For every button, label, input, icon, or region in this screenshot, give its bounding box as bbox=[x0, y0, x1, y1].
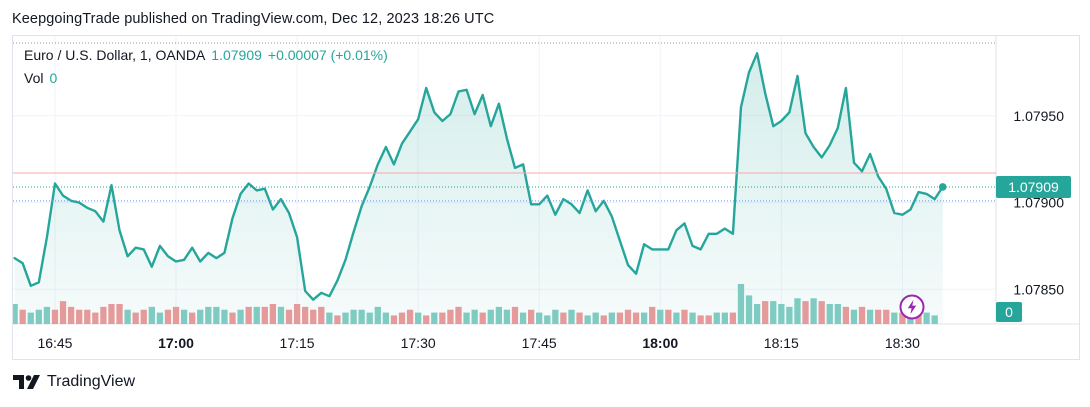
y-tick-label: 1.07900 bbox=[1013, 195, 1064, 211]
tradingview-logo[interactable]: TradingView bbox=[13, 373, 135, 391]
time-axis[interactable]: 16:45 17:00 17:15 17:30 17:45 18:00 18:15 18:30 bbox=[37, 335, 920, 351]
price-line bbox=[13, 52, 944, 301]
volume-badge bbox=[996, 302, 1022, 322]
tradingview-brand: TradingView bbox=[47, 373, 136, 390]
legend-price: 1.07909 bbox=[211, 47, 262, 63]
chart-frame bbox=[12, 35, 1080, 360]
last-price-badge bbox=[996, 175, 1071, 198]
x-tick-label: 18:30 bbox=[885, 335, 920, 351]
x-tick-label: 18:15 bbox=[764, 335, 799, 351]
last-price-badge-label: 1.07909 bbox=[1008, 179, 1059, 195]
legend-change: +0.00007 (+0.01%) bbox=[267, 47, 388, 63]
x-tick-label: 17:45 bbox=[522, 335, 557, 351]
symbol-legend[interactable]: Euro / U.S. Dollar, 1, OANDA 1.07909 +0.00… bbox=[24, 47, 388, 63]
price-axis-badges: 1.07909 0 bbox=[996, 175, 1071, 322]
last-price-dot bbox=[938, 183, 947, 191]
price-series bbox=[13, 52, 947, 324]
x-tick-label: 17:30 bbox=[401, 335, 436, 351]
volume-legend-value: 0 bbox=[49, 70, 58, 86]
reference-lines bbox=[13, 172, 996, 202]
tradingview-logo-icon bbox=[13, 375, 40, 389]
volume-badge-label: 0 bbox=[1005, 304, 1013, 320]
volume-legend-label[interactable]: Vol bbox=[24, 70, 44, 86]
volume-legend[interactable]: Vol 0 bbox=[24, 70, 57, 86]
y-tick-label: 1.07950 bbox=[1013, 108, 1064, 124]
lightning-bolt-icon[interactable] bbox=[899, 294, 925, 325]
price-axis[interactable]: 1.07950 1.07900 1.07850 bbox=[1013, 108, 1064, 297]
x-tick-label: 17:15 bbox=[280, 335, 315, 351]
symbol-name[interactable]: Euro / U.S. Dollar, 1, OANDA bbox=[24, 47, 206, 63]
x-tick-label: 18:00 bbox=[642, 335, 678, 351]
x-tick-label: 16:45 bbox=[37, 335, 72, 351]
y-tick-label: 1.07850 bbox=[1013, 281, 1064, 297]
publish-info: KeepgoingTrade published on TradingView.… bbox=[12, 11, 495, 27]
price-area-fill bbox=[14, 53, 943, 324]
x-tick-label: 17:00 bbox=[158, 335, 194, 351]
